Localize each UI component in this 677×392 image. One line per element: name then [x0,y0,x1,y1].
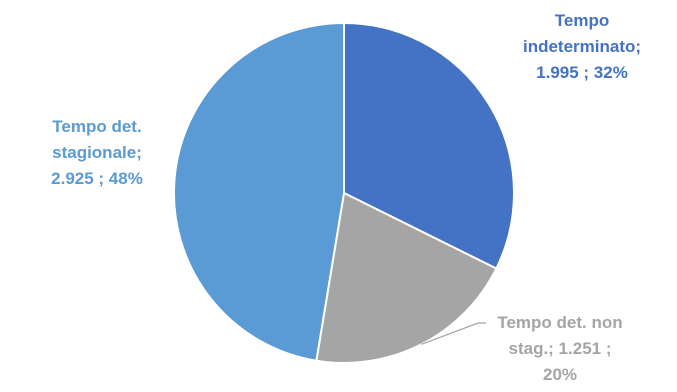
pie-slice-tempo-indeterminato [343,22,515,270]
slice-label-tempo-indeterminato: Tempo indeterminato; 1.995 ; 32% [487,8,677,86]
slice-label-line: indeterminato; [522,37,642,56]
slice-label-line: 2.925 ; 48% [51,169,143,188]
pie-slices [172,22,515,364]
leader-line-tempo-det-non-stag [421,322,486,345]
pie-slice-tempo-det-stagionale [172,22,345,362]
slice-label-line: 20% [542,365,578,384]
slice-label-tempo-det-stagionale: Tempo det. stagionale; 2.925 ; 48% [12,114,182,192]
leader-lines [421,322,486,345]
slice-label-line: 1.995 ; 32% [536,63,628,82]
slice-label-line: Tempo det. [52,117,142,136]
slice-label-line: stagionale; [52,143,142,162]
slice-label-line: stag.; 1.251 ; [508,339,612,358]
slice-label-line: Tempo det. non [497,313,623,332]
slice-label-line: Tempo [554,11,610,30]
slice-label-tempo-det-non-stag: Tempo det. non stag.; 1.251 ; 20% [460,310,660,388]
